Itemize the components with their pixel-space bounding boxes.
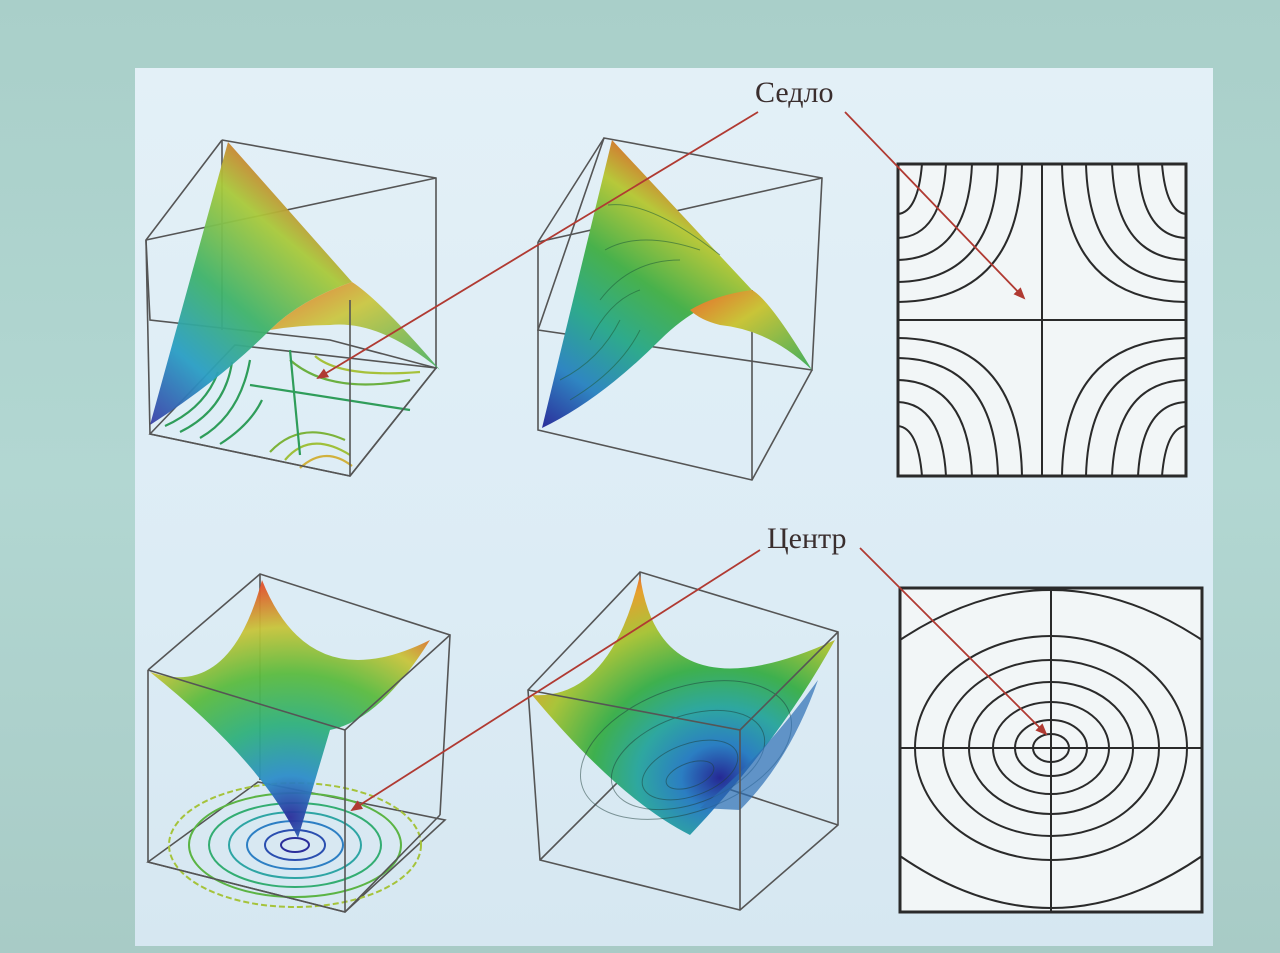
center-scatter-surface: [146, 573, 451, 913]
saddle-label: Седло: [755, 76, 834, 109]
center-contour-plot: [898, 586, 1204, 914]
center-filled-surface: [527, 571, 839, 911]
center-label: Центр: [767, 522, 847, 555]
saddle-arrows: [316, 111, 1026, 380]
center-arrows: [350, 547, 1048, 812]
saddle-scatter-surface: [145, 139, 440, 477]
saddle-arrow-right: [844, 111, 1026, 300]
center-arrow-left: [350, 549, 761, 812]
saddle-arrow-left: [316, 111, 759, 380]
saddle-filled-surface: [536, 137, 823, 481]
center-arrow-right: [859, 547, 1048, 736]
